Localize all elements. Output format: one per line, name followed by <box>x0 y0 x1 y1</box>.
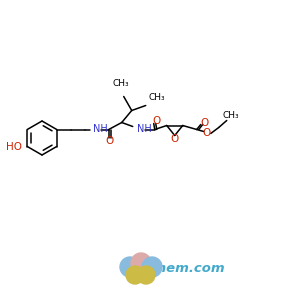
Text: CH₃: CH₃ <box>223 112 239 121</box>
Circle shape <box>126 266 144 284</box>
Text: O: O <box>201 118 209 128</box>
Text: O: O <box>106 136 114 146</box>
Circle shape <box>131 253 151 273</box>
Circle shape <box>142 257 162 277</box>
Text: O: O <box>202 128 211 139</box>
Text: O: O <box>153 116 161 125</box>
Text: Chem.com: Chem.com <box>147 262 225 275</box>
Text: CH₃: CH₃ <box>112 80 129 88</box>
Text: CH₃: CH₃ <box>149 92 165 101</box>
Text: NH: NH <box>93 124 107 134</box>
Circle shape <box>120 257 140 277</box>
Text: O: O <box>171 134 179 145</box>
Circle shape <box>137 266 155 284</box>
Text: NH: NH <box>137 124 152 134</box>
Text: HO: HO <box>6 142 22 152</box>
